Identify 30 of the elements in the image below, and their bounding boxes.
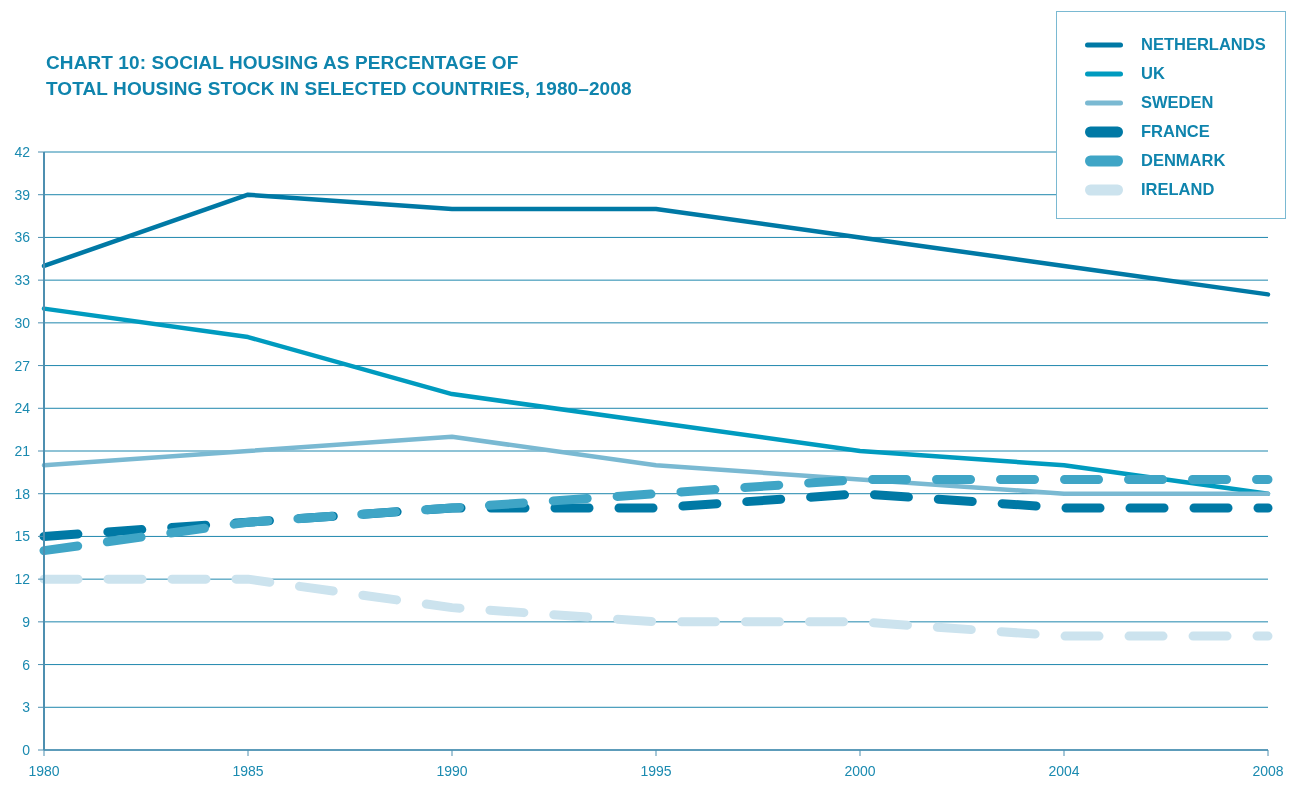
y-tick-label: 24 (14, 400, 31, 417)
y-tick-label: 36 (14, 229, 31, 246)
legend-label: NETHERLANDS (1141, 35, 1266, 54)
y-tick-label: 33 (14, 272, 31, 289)
x-tick-label: 1995 (640, 762, 672, 779)
y-tick-label: 39 (14, 186, 31, 203)
x-tick-label: 1985 (232, 762, 264, 779)
y-tick-label: 0 (22, 741, 31, 758)
x-tick-label: 2004 (1048, 762, 1080, 779)
legend-label: FRANCE (1141, 122, 1210, 141)
x-tick-label: 1990 (436, 762, 468, 779)
x-tick-label: 2008 (1252, 762, 1284, 779)
x-tick-label: 2000 (844, 762, 876, 779)
line-series (41, 434, 1271, 496)
y-tick-label: 30 (14, 314, 31, 331)
y-tick-label: 27 (14, 357, 31, 374)
y-tick-label: 9 (22, 613, 31, 630)
chart-title: CHART 10: SOCIAL HOUSING AS PERCENTAGE OF TOTAL HOUSING STOCK IN SELECTED COUNTRIES, 1980–2008 (46, 51, 632, 101)
y-tick-label: 6 (22, 656, 31, 673)
y-tick-label: 21 (14, 442, 31, 459)
legend-label: SWEDEN (1141, 93, 1214, 112)
x-tick-label: 1980 (28, 762, 60, 779)
legend-label: IRELAND (1141, 180, 1215, 199)
legend-label: UK (1141, 64, 1165, 83)
y-tick-label: 3 (22, 699, 31, 716)
y-tick-label: 15 (14, 528, 31, 545)
y-tick-label: 12 (14, 571, 31, 588)
y-tick-label: 42 (14, 143, 31, 160)
y-tick-label: 18 (14, 485, 31, 502)
legend-label: DENMARK (1141, 151, 1226, 170)
